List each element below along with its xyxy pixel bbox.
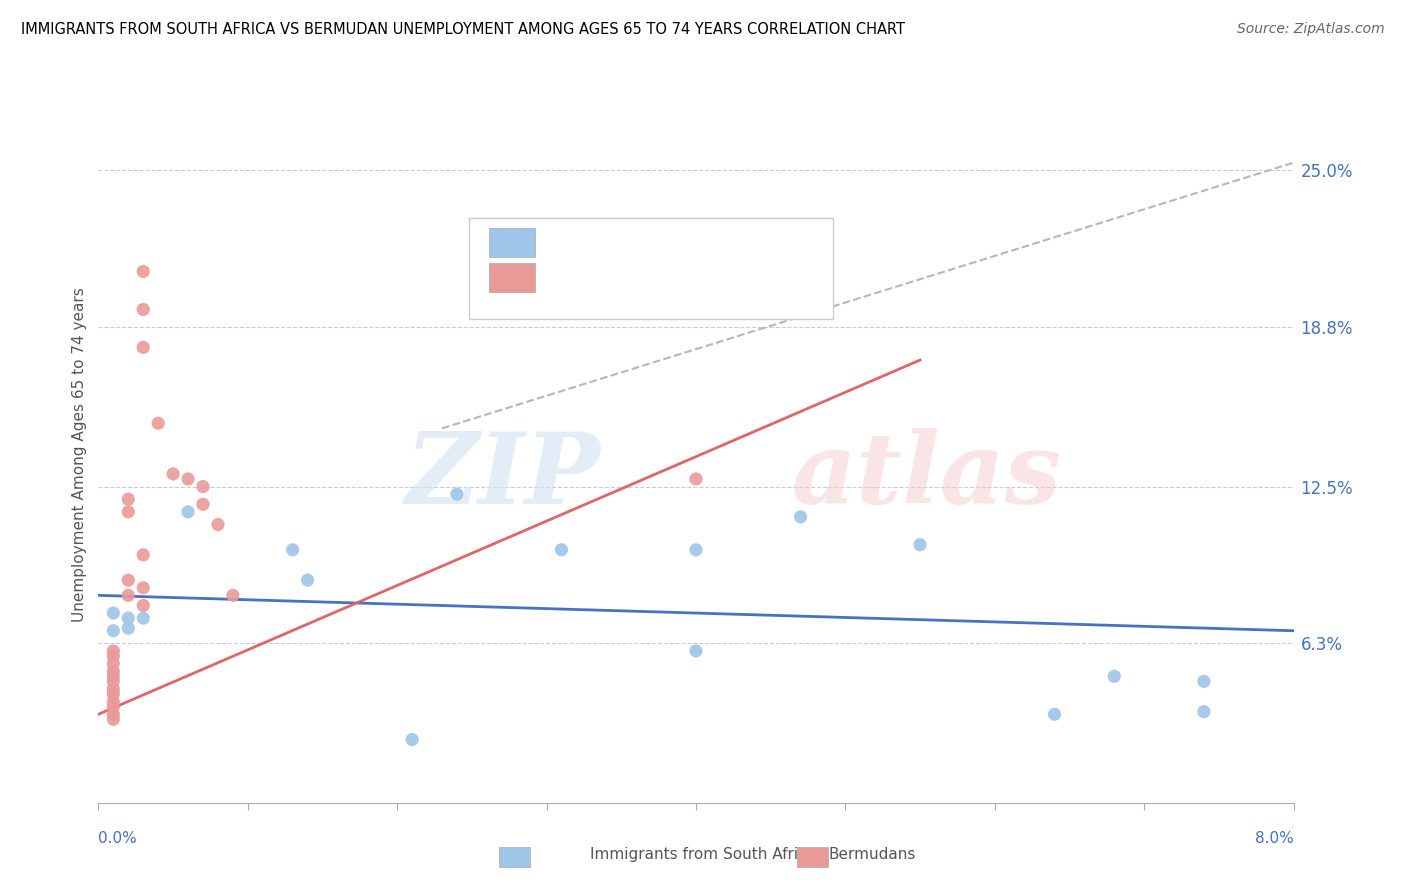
Point [446,487,468,501]
FancyBboxPatch shape [489,263,534,292]
Point [117,588,139,602]
Point [177,472,200,486]
Y-axis label: Unemployment Among Ages 65 to 74 years: Unemployment Among Ages 65 to 74 years [72,287,87,623]
Point [1192,674,1215,689]
Text: R =: R = [547,268,578,286]
Point [132,581,155,595]
Text: 30: 30 [735,268,761,286]
Point [207,517,229,532]
Point [162,467,184,481]
Text: IMMIGRANTS FROM SOUTH AFRICA VS BERMUDAN UNEMPLOYMENT AMONG AGES 65 TO 74 YEARS : IMMIGRANTS FROM SOUTH AFRICA VS BERMUDAN… [21,22,905,37]
Point [132,340,155,354]
Text: N =: N = [690,268,721,286]
Point [103,644,125,658]
Point [132,264,155,278]
Point [191,479,214,493]
Point [401,732,423,747]
Text: 0.0%: 0.0% [98,831,138,847]
Point [297,573,319,587]
Point [103,687,125,701]
Text: Source: ZipAtlas.com: Source: ZipAtlas.com [1237,22,1385,37]
Point [222,588,245,602]
Point [103,674,125,689]
Point [685,542,707,557]
Point [685,472,707,486]
Text: Bermudans: Bermudans [828,847,915,862]
Point [103,699,125,714]
Point [103,648,125,663]
Point [177,505,200,519]
Text: ZIP: ZIP [405,427,600,524]
Point [685,644,707,658]
Text: Immigrants from South Africa: Immigrants from South Africa [591,847,815,862]
Point [103,624,125,638]
Text: -0.142: -0.142 [595,234,659,252]
Point [789,509,811,524]
Point [103,681,125,696]
Point [132,599,155,613]
Point [550,542,572,557]
Point [132,548,155,562]
Point [132,302,155,317]
Point [103,695,125,709]
Text: N =: N = [690,234,721,252]
Point [117,573,139,587]
Point [1102,669,1125,683]
FancyBboxPatch shape [470,219,834,319]
Point [103,606,125,620]
Point [117,621,139,635]
Point [103,657,125,671]
Point [103,669,125,683]
Text: 15: 15 [735,234,761,252]
Point [908,538,931,552]
Text: 8.0%: 8.0% [1254,831,1294,847]
FancyBboxPatch shape [489,228,534,257]
Point [132,611,155,625]
Text: atlas: atlas [792,427,1062,524]
Point [191,497,214,511]
Point [281,542,304,557]
Text: 0.314: 0.314 [595,268,651,286]
Point [1043,707,1066,722]
Point [103,665,125,679]
Point [117,505,139,519]
Point [103,707,125,722]
Text: R =: R = [547,234,578,252]
Point [117,611,139,625]
Point [148,417,170,431]
Point [1192,705,1215,719]
Point [117,492,139,507]
Point [103,712,125,726]
